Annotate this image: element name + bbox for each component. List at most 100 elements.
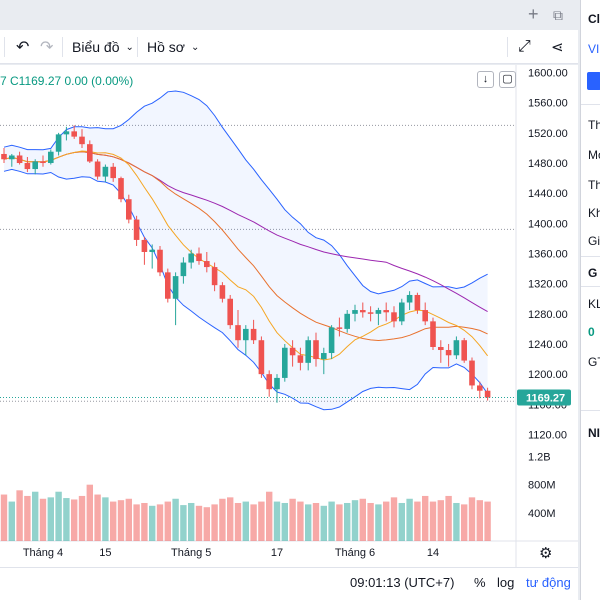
candle-body — [414, 294, 421, 311]
auto-scale-toggle[interactable]: tư động — [526, 575, 571, 590]
redo-icon[interactable]: ↷ — [40, 39, 54, 56]
volume-bar — [250, 504, 257, 541]
volume-bar — [39, 498, 47, 541]
candle-body — [63, 131, 70, 135]
candle-body — [289, 347, 296, 356]
candle-body — [1, 153, 7, 160]
volume-bar — [0, 494, 8, 541]
candle-body — [274, 377, 280, 390]
last-price-label: 1169.27 — [526, 393, 565, 405]
volume-bar — [422, 495, 429, 541]
chart-area[interactable]: 1600.00 1560.00 1520.00 1480.00 1440.00 1400.… — [0, 65, 578, 600]
candle-body — [266, 374, 272, 390]
panel-row-label: Th — [588, 178, 600, 192]
panel-toggle-icon[interactable]: ⧉ — [553, 7, 563, 23]
volume-bar — [336, 504, 343, 541]
volume-bar — [476, 500, 483, 541]
volume-bar — [414, 501, 421, 541]
candle-body — [32, 161, 38, 170]
add-tab-button[interactable]: + — [528, 4, 539, 24]
panel-divider — [581, 410, 600, 411]
download-icon[interactable]: ↓ — [477, 71, 494, 88]
candle-body — [149, 249, 155, 252]
volume-bar — [359, 498, 366, 541]
volume-bar — [383, 501, 390, 541]
price-tick-label: 1600.00 — [528, 68, 568, 80]
candle-body — [133, 219, 140, 240]
candle-body — [406, 294, 413, 303]
bollinger-upper-line — [3, 90, 488, 295]
candle-body — [250, 328, 257, 341]
volume-bar — [266, 491, 273, 541]
volume-bar — [211, 504, 218, 541]
candle-body — [16, 155, 23, 164]
candle-body — [211, 267, 218, 286]
share-icon[interactable]: ⋖ — [551, 39, 564, 56]
clock-readout: 09:01:13 (UTC+7) — [350, 575, 455, 590]
undo-icon[interactable]: ↶ — [16, 39, 30, 56]
candle-body — [9, 155, 15, 160]
template-button[interactable]: Hồ sơ ⌄ — [147, 30, 199, 64]
volume-bar — [398, 502, 405, 541]
volume-bar — [312, 502, 320, 541]
chart-canvas[interactable]: 1600.00 1560.00 1520.00 1480.00 1440.00 1400.… — [0, 65, 578, 567]
volume-bar — [71, 499, 78, 541]
price-tick-label: 1520.00 — [528, 128, 568, 140]
candle-body — [430, 321, 436, 347]
panel-row-label: Gia — [588, 234, 600, 248]
bollinger-band-fill — [4, 91, 488, 410]
candle-body — [352, 310, 358, 314]
time-tick-label: 17 — [271, 547, 283, 559]
volume-bar — [24, 495, 31, 541]
volume-bar — [203, 507, 210, 541]
candle-body — [282, 347, 288, 378]
panel-title: Cl — [588, 12, 600, 26]
candle-body — [40, 161, 46, 164]
log-toggle[interactable]: log — [497, 575, 515, 590]
panel-blue-button[interactable] — [587, 72, 600, 90]
candle-body — [204, 261, 210, 268]
volume-bar — [297, 501, 304, 541]
candle-body — [141, 239, 148, 252]
time-tick-label: Tháng 6 — [335, 547, 375, 559]
candle-body — [422, 310, 428, 322]
candle-body — [235, 325, 241, 341]
chart-type-button[interactable]: Biểu đồ ⌄ — [72, 30, 134, 64]
volume-bar — [437, 500, 444, 541]
candle-body — [48, 151, 54, 164]
price-tick-label: 1240.00 — [528, 339, 568, 351]
candle-body — [321, 353, 327, 360]
bollinger-lower-line — [3, 168, 489, 411]
volume-bar — [445, 495, 452, 541]
volume-bar — [47, 497, 54, 541]
volume-bar — [94, 494, 101, 541]
candle-body — [477, 385, 483, 391]
chevron-down-icon: ⌄ — [125, 41, 134, 53]
candle-body — [375, 310, 382, 314]
candle-body — [367, 312, 374, 314]
candle-body — [391, 312, 397, 322]
settings-box-icon[interactable]: ▢ — [499, 71, 516, 88]
volume-bar — [86, 484, 93, 541]
time-tick-label: 15 — [99, 547, 111, 559]
candle-body — [227, 298, 233, 326]
panel-row-label: Kh — [588, 206, 600, 220]
percent-toggle[interactable]: % — [474, 575, 486, 590]
ma-mid-line — [3, 151, 488, 342]
candle-body — [118, 178, 124, 200]
panel-exchange: VI — [588, 42, 600, 56]
volume-bar — [234, 502, 242, 541]
volume-bar — [133, 504, 140, 541]
fullscreen-icon[interactable]: ⤢ — [518, 38, 531, 55]
price-tick-label: 1120.00 — [528, 429, 567, 441]
candle-body — [297, 355, 304, 363]
candle-body — [24, 163, 31, 170]
gear-icon[interactable]: ⚙ — [539, 545, 553, 562]
last-price-badge — [517, 389, 571, 406]
volume-bar — [289, 498, 296, 541]
volume-bar — [242, 501, 249, 541]
volume-bar — [320, 505, 327, 541]
template-label: Hồ sơ — [147, 39, 185, 55]
chart-type-label: Biểu đồ — [72, 39, 120, 55]
volume-bar — [406, 498, 413, 541]
